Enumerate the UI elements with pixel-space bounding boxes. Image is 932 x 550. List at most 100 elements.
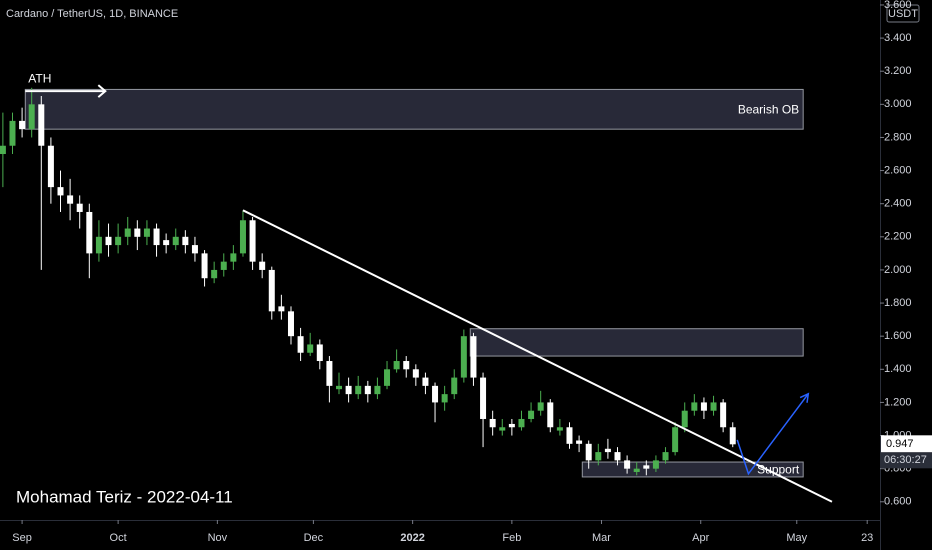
- candle-body: [0, 145, 6, 155]
- author-note: Mohamad Teriz - 2022-04-11: [16, 487, 233, 506]
- candle-body: [182, 236, 189, 246]
- countdown: 06:30:27: [884, 454, 927, 466]
- y-tick-label: 1.200: [884, 396, 912, 408]
- candle-body: [230, 253, 237, 262]
- x-tick-label: Nov: [208, 532, 228, 544]
- candle-body: [576, 440, 583, 444]
- currency-badge[interactable]: [886, 4, 920, 23]
- candle-body: [153, 228, 160, 246]
- candle-body: [201, 253, 208, 279]
- candle-body: [287, 311, 294, 337]
- y-tick-label: 3.600: [884, 0, 912, 11]
- candle-body: [393, 361, 400, 370]
- chart-title: Cardano / TetherUS, 1D, BINANCE: [6, 8, 178, 20]
- candle-body: [47, 145, 54, 188]
- x-tick-label: Oct: [110, 532, 127, 544]
- candle-body: [566, 427, 573, 444]
- candle-body: [528, 410, 535, 419]
- candle-body: [384, 369, 391, 386]
- candle-body: [451, 377, 458, 395]
- y-tick-label: 3.400: [884, 32, 912, 44]
- zone-label: Support: [757, 463, 800, 477]
- y-tick-label: 1.800: [884, 297, 912, 309]
- candle-body: [422, 377, 429, 386]
- zone: [469, 328, 804, 357]
- countdown-tag: [881, 452, 932, 469]
- candle-body: [67, 195, 74, 204]
- candle-body: [432, 385, 439, 403]
- candle-body: [115, 236, 122, 246]
- candle-body: [105, 236, 112, 246]
- candle-body: [652, 460, 659, 469]
- candle-body: [172, 236, 179, 246]
- x-tick-label: Dec: [304, 532, 324, 544]
- candle-body: [720, 402, 727, 428]
- candle-body: [191, 245, 198, 254]
- candle-body: [556, 427, 563, 431]
- candle-body: [297, 336, 304, 353]
- candle-body: [336, 385, 343, 390]
- candle-body: [662, 452, 669, 461]
- candle-body: [249, 220, 256, 262]
- candle-body: [470, 336, 477, 378]
- y-tick-label: 0.600: [884, 496, 912, 508]
- candle-body: [86, 211, 93, 254]
- candle-body: [9, 120, 16, 146]
- candle-body: [700, 402, 707, 411]
- candle-body: [595, 452, 602, 461]
- candle-body: [259, 261, 266, 270]
- candle-body: [489, 418, 496, 428]
- candle-body: [412, 369, 419, 378]
- candle-body: [316, 344, 323, 362]
- x-tick-label: Feb: [502, 532, 521, 544]
- candle-body: [480, 377, 487, 419]
- y-tick-label: 3.200: [884, 65, 912, 77]
- candle-body: [326, 361, 333, 386]
- candle-body: [28, 104, 35, 130]
- x-tick-label: May: [786, 532, 807, 544]
- price-tag: [881, 435, 932, 453]
- candle-body: [355, 385, 362, 395]
- candle-body: [364, 385, 371, 395]
- candle-body: [134, 228, 141, 237]
- candle-body: [163, 240, 170, 246]
- y-tick-label: 2.800: [884, 131, 912, 143]
- x-tick-label: Apr: [692, 532, 709, 544]
- zone-label: Bearish OB: [738, 102, 799, 116]
- candle-body: [508, 423, 515, 428]
- y-tick-label: 2.200: [884, 231, 912, 243]
- candle-body: [124, 228, 131, 237]
- candle-body: [374, 385, 381, 395]
- candle-body: [604, 448, 611, 453]
- candle-body: [633, 468, 640, 472]
- trendline: [242, 209, 833, 503]
- candle-body: [518, 418, 525, 428]
- candle-body: [403, 361, 410, 370]
- candle-body: [239, 220, 246, 254]
- y-tick-label: 2.000: [884, 264, 912, 276]
- candle-body: [681, 410, 688, 428]
- candle-body: [729, 427, 736, 445]
- candle-body: [499, 427, 506, 431]
- ath-arrowhead: [97, 84, 107, 98]
- candle-body: [672, 427, 679, 453]
- x-tick-label: Mar: [592, 532, 611, 544]
- candle-body: [441, 394, 448, 403]
- x-tick-label: 23: [861, 532, 873, 544]
- y-tick-label: 1.400: [884, 363, 912, 375]
- candle-body: [710, 402, 717, 411]
- y-tick-label: 3.000: [884, 98, 912, 110]
- candle-body: [57, 187, 64, 196]
- candle-body: [460, 336, 467, 378]
- price-tag-label: 0.947: [886, 438, 914, 450]
- candle-body: [268, 269, 275, 312]
- candle-body: [143, 228, 150, 237]
- projection-arrowhead: [799, 392, 810, 403]
- y-tick-label: 2.400: [884, 198, 912, 210]
- candle-body: [585, 443, 592, 461]
- candle-body: [691, 402, 698, 411]
- candle-body: [624, 460, 631, 469]
